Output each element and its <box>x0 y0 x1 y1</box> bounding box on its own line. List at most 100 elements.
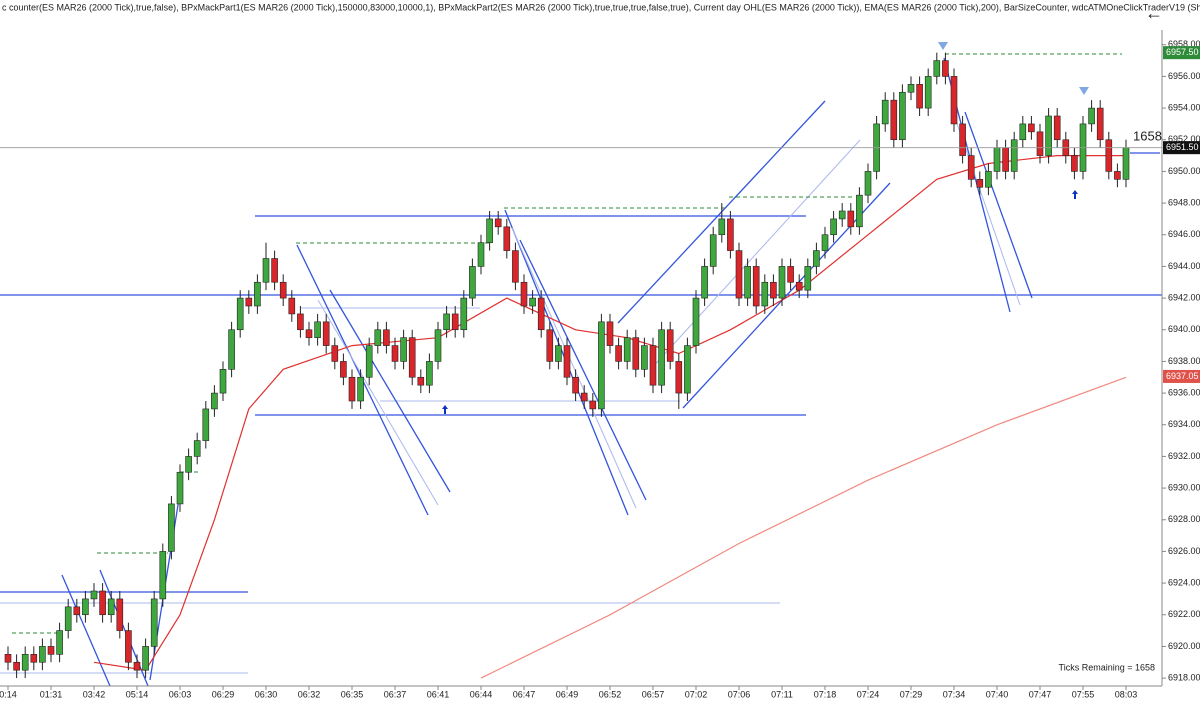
bar-counter: 1658 <box>1133 128 1162 143</box>
candle-body <box>90 590 98 600</box>
candle-body <box>391 345 399 362</box>
candle-body <box>30 654 38 663</box>
price-marker-label: 6937.05 <box>1166 371 1199 381</box>
candle-body <box>142 646 149 671</box>
arrow-marker <box>442 405 448 414</box>
candle-body <box>546 329 554 362</box>
candle-body <box>967 155 975 180</box>
back-button[interactable]: ← <box>1145 3 1163 23</box>
candle-body <box>864 171 872 196</box>
candle-body <box>185 456 192 473</box>
marker-triangle <box>1079 87 1089 95</box>
y-tick-label: 6936.00 <box>1168 387 1200 397</box>
x-tick-label: 06:44 <box>470 689 493 699</box>
moving-average <box>480 376 1127 679</box>
candle-body <box>331 345 339 362</box>
x-tick-label: 06:52 <box>599 689 622 699</box>
candle-body <box>219 369 227 394</box>
y-tick-label: 6948.00 <box>1168 197 1200 207</box>
x-tick-label: 03:42 <box>83 689 106 699</box>
candle-body <box>193 440 201 457</box>
candle-body <box>881 99 889 125</box>
marker-triangle <box>938 42 948 50</box>
candle-body <box>744 266 751 299</box>
candle-body <box>856 194 863 228</box>
candle-body <box>297 313 304 331</box>
candle-body <box>572 376 579 394</box>
candle-body <box>288 297 296 315</box>
candle-body <box>598 321 605 410</box>
candle-body <box>13 661 20 671</box>
candle-body <box>916 84 923 109</box>
x-tick-label: 06:49 <box>556 689 579 699</box>
candle-body <box>451 313 459 331</box>
y-tick-label: 6942.00 <box>1168 292 1200 302</box>
y-tick-label: 6954.00 <box>1168 102 1200 112</box>
candle-body <box>133 661 141 671</box>
x-tick-label: 06:30 <box>255 689 278 699</box>
candle-body <box>64 606 72 631</box>
plot <box>4 52 1130 679</box>
candle-body <box>555 345 562 362</box>
candle-body <box>236 297 244 331</box>
y-tick-label: 6920.00 <box>1168 641 1200 651</box>
x-tick-label: 06:47 <box>513 689 536 699</box>
x-tick-label: 07:47 <box>1029 689 1052 699</box>
y-tick-label: 6956.00 <box>1168 71 1200 81</box>
x-tick-label: 07:18 <box>814 689 837 699</box>
y-tick-label: 6940.00 <box>1168 324 1200 334</box>
candle-body <box>830 218 837 236</box>
candle-body <box>666 329 674 362</box>
candle-body <box>838 210 846 220</box>
candle-body <box>39 646 46 663</box>
candle-body <box>580 392 588 402</box>
candle-body <box>99 590 106 616</box>
x-tick-label: 07:29 <box>900 689 923 699</box>
candle-body <box>942 60 949 77</box>
x-tick-label: 05:14 <box>126 689 149 699</box>
x-tick-label: 06:37 <box>384 689 407 699</box>
candle-body <box>228 329 235 370</box>
price-marker <box>1163 141 1200 155</box>
candle-body <box>727 218 734 251</box>
trend-line <box>61 574 111 687</box>
candle-body <box>357 376 364 402</box>
candle-body <box>649 345 657 386</box>
candle-body <box>1071 155 1078 172</box>
candle-body <box>623 337 631 362</box>
candle-body <box>322 321 330 346</box>
candle-body <box>107 598 115 616</box>
candle-body <box>365 345 373 378</box>
candle-body <box>606 321 614 346</box>
x-tick-label: 08:03 <box>1115 689 1138 699</box>
trend-line <box>519 239 647 501</box>
candle-body <box>469 266 476 299</box>
candle-body <box>279 281 287 299</box>
y-tick-label: 6924.00 <box>1168 577 1200 587</box>
candle-body <box>477 242 485 267</box>
candle-body <box>993 147 1001 172</box>
candle-body <box>735 250 743 299</box>
y-tick-label: 6950.00 <box>1168 166 1200 176</box>
candle-body <box>340 361 347 378</box>
candle-body <box>116 598 124 631</box>
candle-body <box>1002 147 1009 172</box>
candle-body <box>494 218 502 228</box>
indicator-list: c counter(ES MAR26 (2000 Tick),true,fals… <box>2 2 1200 12</box>
candle-body <box>985 171 992 188</box>
candle-body <box>976 179 984 188</box>
candle-body <box>176 471 184 505</box>
candle-body <box>211 392 218 410</box>
y-tick-label: 6946.00 <box>1168 229 1200 239</box>
candle-body <box>383 329 390 346</box>
x-tick-label: 07:55 <box>1072 689 1095 699</box>
price-marker <box>1163 46 1200 60</box>
candle-body <box>443 313 450 331</box>
candle-body <box>675 361 683 394</box>
x-tick-label: 06:35 <box>341 689 364 699</box>
candle-body <box>159 551 167 600</box>
candle-body <box>1028 123 1035 133</box>
candle-body <box>684 345 691 394</box>
x-tick-label: 0:14 <box>0 689 17 699</box>
y-tick-label: 6932.00 <box>1168 451 1200 461</box>
